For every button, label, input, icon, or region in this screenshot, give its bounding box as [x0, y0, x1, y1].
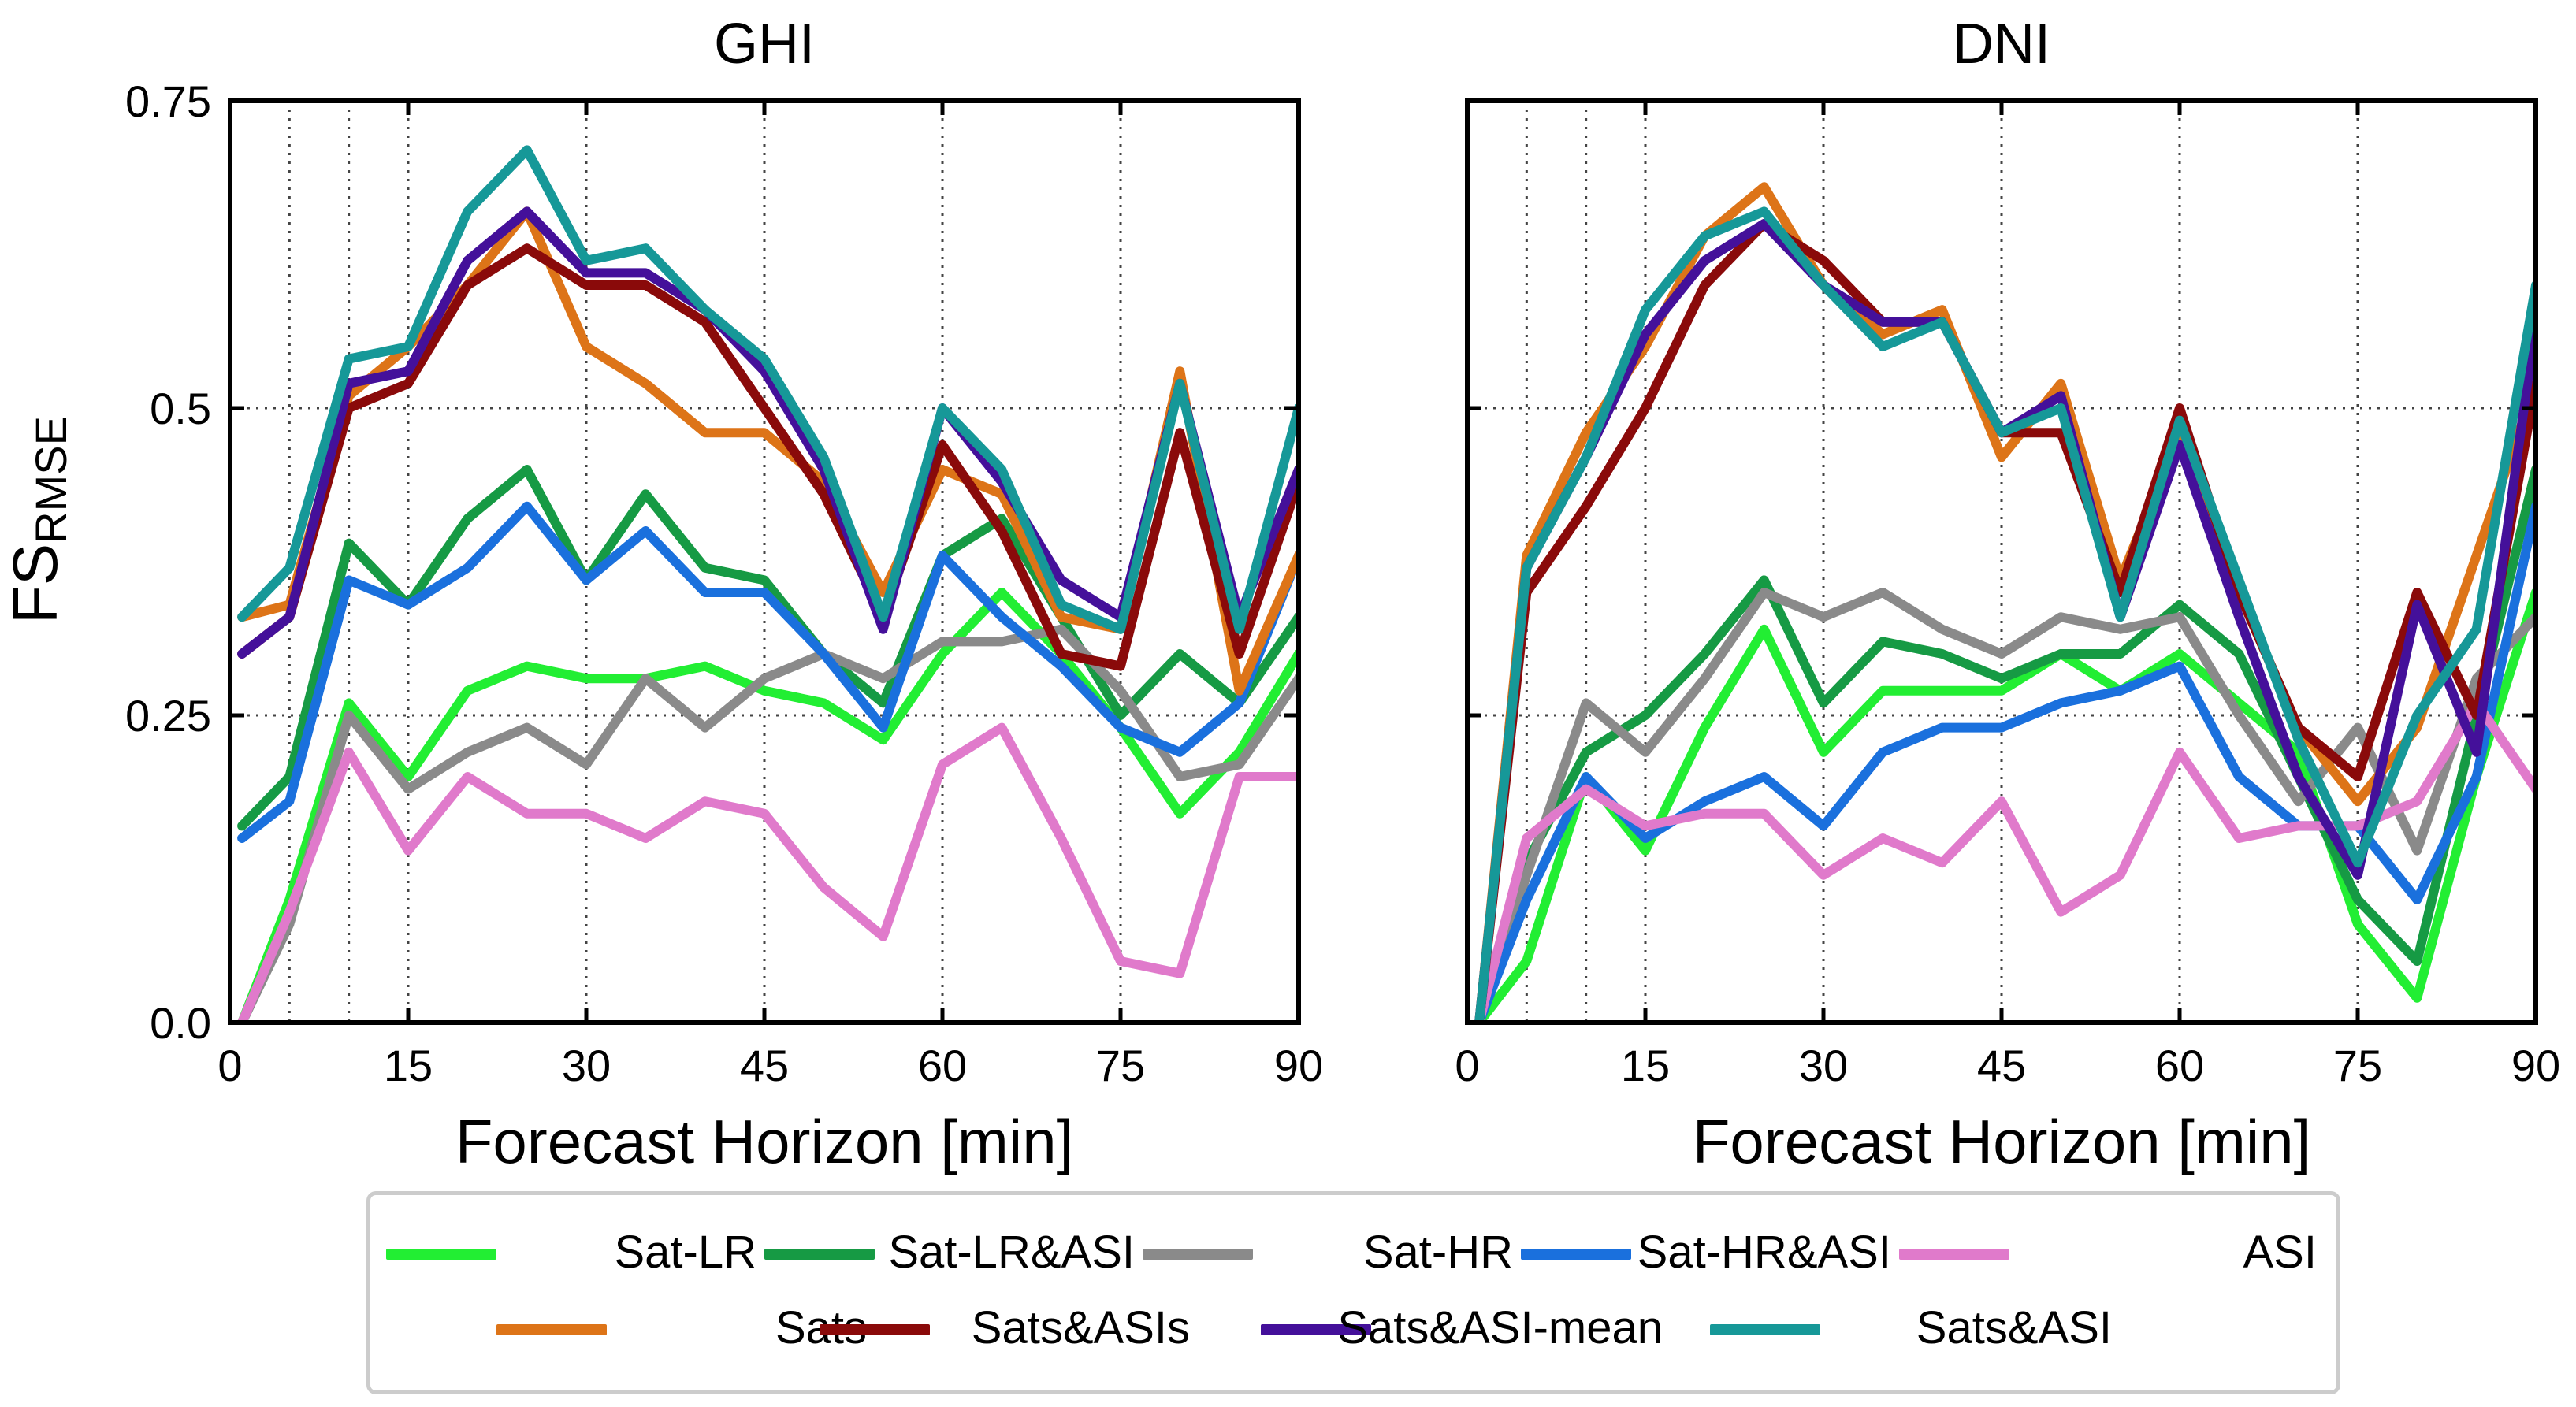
series-line-sat-lr: [237, 588, 1299, 1023]
chart-title: GHI: [714, 13, 815, 76]
legend-line: [820, 1324, 930, 1335]
legend-line: [496, 1324, 607, 1335]
series-line-sat-lr-asi: [1474, 465, 2536, 1023]
legend-label: Sat-LR&ASI: [888, 1227, 1135, 1278]
x-tick-label: 0: [1455, 1041, 1479, 1090]
x-tick-label: 60: [2155, 1041, 2204, 1090]
series-line-sats-asis: [237, 243, 1299, 671]
x-tick-label: 15: [1621, 1041, 1670, 1090]
legend-line: [1710, 1324, 1820, 1335]
x-tick-label: 0: [217, 1041, 242, 1090]
series-line-sats-asi: [237, 145, 1299, 634]
y-axis-label: FSRMSE: [0, 416, 76, 624]
x-tick-label: 75: [2333, 1041, 2382, 1090]
legend-label: Sats&ASIs: [971, 1302, 1190, 1353]
series-line-sats: [237, 206, 1299, 696]
series-line-sat-hr: [237, 624, 1299, 1023]
legend-row: Sat-LR Sat-LR&ASI Sat-HR Sat-HR&ASI ASI: [370, 1217, 2336, 1288]
legend-line: [764, 1249, 875, 1260]
legend-label: Sat-LR: [614, 1227, 756, 1278]
legend-line: [1899, 1249, 2009, 1260]
x-tick-label: 90: [2511, 1041, 2560, 1090]
legend-label: Sats&ASI-mean: [1337, 1302, 1663, 1353]
legend-label: Sats&ASI: [1916, 1302, 2112, 1353]
legend-item-sats-asis: Sats&ASIs: [812, 1293, 1190, 1364]
y-tick-label: 0.75: [125, 76, 211, 126]
legend-row: Sats Sats&ASIs Sats&ASI-mean Sats&ASI: [370, 1293, 2336, 1364]
x-tick-label: 30: [562, 1041, 611, 1090]
y-tick-label: 0.0: [150, 998, 211, 1048]
x-tick-label: 30: [1799, 1041, 1848, 1090]
x-tick-label: 45: [1977, 1041, 2026, 1090]
series-line-sat-lr: [1474, 588, 2536, 1023]
series-line-sats: [1474, 182, 2536, 1023]
legend-label: Sat-HR: [1362, 1227, 1513, 1278]
y-tick-label: 0.25: [125, 691, 211, 741]
legend: Sat-LR Sat-LR&ASI Sat-HR Sat-HR&ASI ASI …: [366, 1191, 2340, 1394]
series-line-sats-asi: [1474, 206, 2536, 1023]
legend-line: [1261, 1324, 1371, 1335]
panel-ghi: 0 15 30 45 60 75 90 0.0 0.25 0.5 0.75 GHI Forecast H…: [125, 13, 1323, 1176]
x-tick-label: 15: [384, 1041, 433, 1090]
legend-item-sat-hr: Sat-HR: [1135, 1217, 1513, 1288]
series-line-asi: [1474, 698, 2536, 1023]
panel-dni: 0 15 30 45 60 75 90 DNI Forecast Horizon [min]: [1455, 13, 2560, 1176]
legend-label: Sat-HR&ASI: [1637, 1227, 1891, 1278]
x-tick-label: 60: [918, 1041, 967, 1090]
x-tick-label: 45: [740, 1041, 789, 1090]
legend-item-sats-asi-mean: Sats&ASI-mean: [1253, 1293, 1663, 1364]
legend-label: ASI: [2243, 1227, 2318, 1278]
y-tick-label: 0.5: [150, 384, 211, 433]
series-line-asi: [237, 722, 1299, 1023]
x-axis-label: Forecast Horizon [min]: [1693, 1107, 2311, 1176]
legend-line: [1521, 1249, 1631, 1260]
chart-title: DNI: [1953, 13, 2050, 76]
x-tick-label: 90: [1274, 1041, 1323, 1090]
legend-item-sats-asi: Sats&ASI: [1702, 1293, 2112, 1364]
series-line-sats-asi-mean: [1474, 219, 2536, 1023]
legend-item-sat-lr: Sat-LR: [378, 1217, 756, 1288]
legend-line: [1143, 1249, 1253, 1260]
legend-item-sats: Sats: [489, 1293, 867, 1364]
legend-item-sat-lr-asi: Sat-LR&ASI: [756, 1217, 1135, 1288]
x-axis-label: Forecast Horizon [min]: [455, 1107, 1074, 1176]
legend-item-asi: ASI: [1891, 1217, 2317, 1288]
legend-line: [386, 1249, 496, 1260]
series-line-sat-hr-asi: [237, 501, 1299, 843]
series-line-sat-hr: [1474, 588, 2536, 1023]
legend-item-sat-hr-asi: Sat-HR&ASI: [1513, 1217, 1891, 1288]
x-tick-label: 75: [1096, 1041, 1145, 1090]
